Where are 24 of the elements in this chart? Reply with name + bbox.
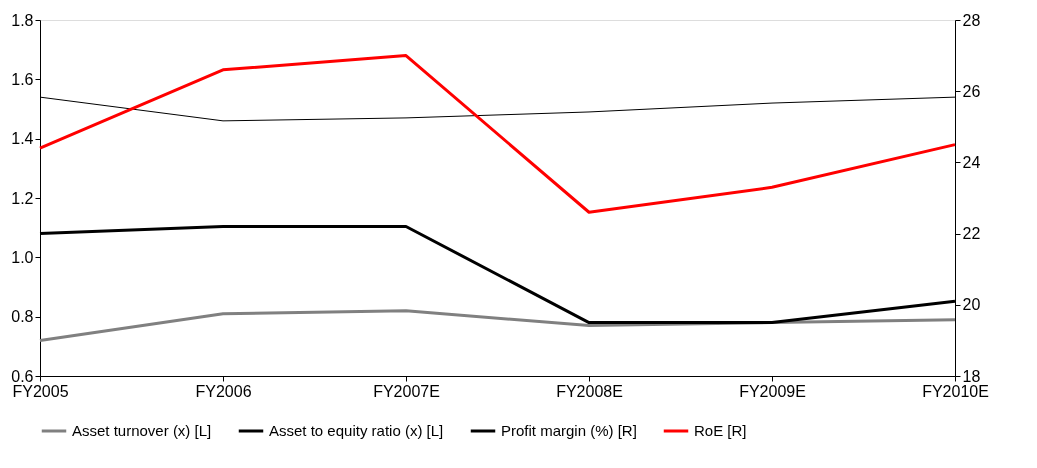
x-tick-label: FY2005 <box>12 382 69 400</box>
y2-tick-label: 28 <box>962 11 981 29</box>
y2-tick-label: 20 <box>962 296 981 314</box>
y2-tick-label: 26 <box>962 82 981 100</box>
y-tick-label: 1.8 <box>11 11 34 29</box>
y2-tick-label: 22 <box>962 225 981 243</box>
x-tick-label: FY2007E <box>373 382 440 400</box>
legend-label: Asset turnover (x) [L] <box>72 422 212 439</box>
legend-label: Profit margin (%) [R] <box>501 422 637 439</box>
y2-tick-label: 18 <box>962 367 981 385</box>
x-tick-label: FY2008E <box>556 382 623 400</box>
y2-tick-label: 24 <box>962 153 981 171</box>
legend-label: Asset to equity ratio (x) [L] <box>269 422 444 439</box>
x-tick-label: FY2006 <box>195 382 252 400</box>
y-tick-label: 1.0 <box>11 248 34 266</box>
x-tick-label: FY2009E <box>739 382 806 400</box>
line-series <box>38 54 957 214</box>
y-tick-label: 0.6 <box>11 367 34 385</box>
y-tick-label: 1.4 <box>11 130 34 148</box>
y-tick-label: 0.8 <box>11 308 34 326</box>
legend-label: RoE [R] <box>694 422 747 439</box>
y-tick-label: 1.6 <box>11 70 34 88</box>
y-tick-label: 1.2 <box>11 189 34 207</box>
x-tick-label: FY2010E <box>922 382 989 400</box>
